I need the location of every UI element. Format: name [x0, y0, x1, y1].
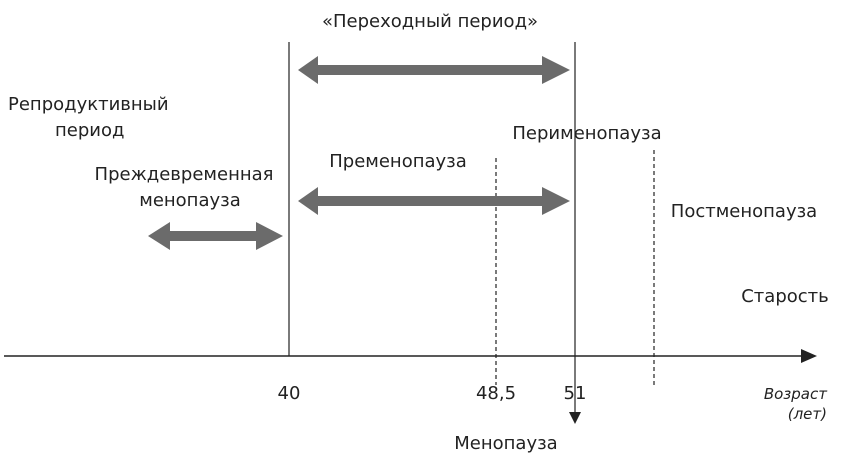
tick-label-51: 51 — [564, 383, 587, 404]
old-age-label: Старость — [741, 286, 829, 307]
axis-label-line1: Возраст — [764, 385, 828, 403]
perimenopause-label: Перименопауза — [512, 123, 661, 144]
age-axis-arrowhead — [801, 349, 817, 363]
premenopause-label: Пременопауза — [329, 151, 467, 172]
tick-label-40: 40 — [278, 383, 301, 404]
premature-menopause-label-line1: Преждевременная — [95, 164, 274, 185]
reproductive-period-label-line2: период — [55, 120, 124, 141]
axis-label-line2: (лет) — [788, 405, 827, 423]
menopause-label: Менопауза — [454, 433, 557, 454]
premature-menopause-label-line2: менопауза — [139, 190, 241, 211]
premenopause-arrow — [298, 187, 570, 215]
reproductive-period-label-line1: Репродуктивный — [8, 94, 169, 115]
tick-label-48-5: 48,5 — [476, 383, 516, 404]
transition-period-arrow — [298, 56, 570, 84]
transition-period-label: «Переходный период» — [322, 11, 538, 32]
menopause-pointer-arrowhead — [569, 412, 581, 424]
postmenopause-label: Постменопауза — [671, 201, 817, 222]
premature-menopause-arrow — [148, 222, 283, 250]
